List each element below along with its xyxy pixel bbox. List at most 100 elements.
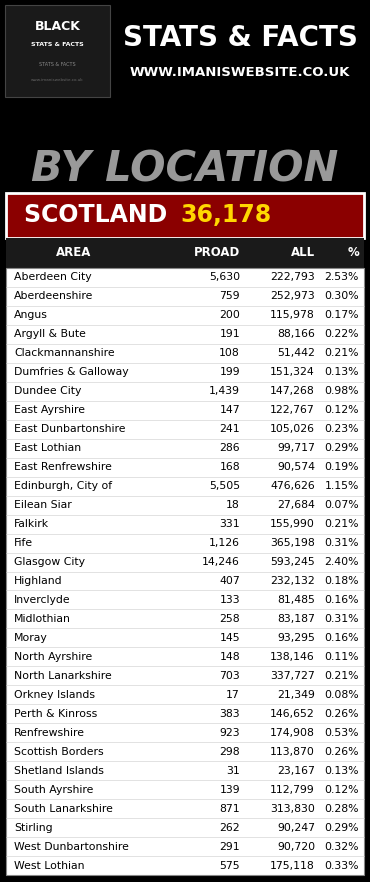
Text: Scottish Borders: Scottish Borders (14, 747, 104, 757)
Text: 90,247: 90,247 (277, 823, 315, 833)
Text: Argyll & Bute: Argyll & Bute (14, 329, 86, 340)
Text: 0.13%: 0.13% (324, 766, 359, 775)
Text: 0.30%: 0.30% (324, 291, 359, 302)
Text: 145: 145 (219, 633, 240, 643)
Text: BLACK: BLACK (34, 20, 80, 34)
Text: 313,830: 313,830 (270, 804, 315, 813)
Text: STATS & FACTS: STATS & FACTS (39, 63, 76, 68)
Text: 0.26%: 0.26% (324, 709, 359, 719)
Text: Stirling: Stirling (14, 823, 53, 833)
Text: PROAD: PROAD (194, 246, 240, 259)
Text: 146,652: 146,652 (270, 709, 315, 719)
Text: AREA: AREA (56, 246, 92, 259)
Text: Angus: Angus (14, 310, 48, 320)
Text: 258: 258 (219, 614, 240, 624)
Text: Clackmannanshire: Clackmannanshire (14, 348, 115, 358)
Text: 191: 191 (219, 329, 240, 340)
Text: 81,485: 81,485 (277, 595, 315, 605)
Text: WWW.IMANISWEBSITE.CO.UK: WWW.IMANISWEBSITE.CO.UK (130, 65, 350, 78)
Text: Renfrewshire: Renfrewshire (14, 728, 85, 737)
Text: South Lanarkshire: South Lanarkshire (14, 804, 113, 813)
Text: 200: 200 (219, 310, 240, 320)
Text: East Lothian: East Lothian (14, 443, 81, 453)
Bar (6, 268, 364, 875)
Text: 175,118: 175,118 (270, 861, 315, 871)
Text: 575: 575 (219, 861, 240, 871)
Text: 1,439: 1,439 (209, 386, 240, 396)
Text: East Ayrshire: East Ayrshire (14, 405, 85, 415)
Text: 0.31%: 0.31% (324, 538, 359, 548)
Text: 703: 703 (219, 671, 240, 681)
Text: 0.18%: 0.18% (324, 576, 359, 586)
Text: 476,626: 476,626 (270, 482, 315, 491)
Text: 0.17%: 0.17% (324, 310, 359, 320)
Text: 262: 262 (219, 823, 240, 833)
Text: 1.15%: 1.15% (324, 482, 359, 491)
Text: 17: 17 (226, 690, 240, 699)
Text: 148: 148 (219, 652, 240, 662)
Text: Orkney Islands: Orkney Islands (14, 690, 95, 699)
Text: 23,167: 23,167 (277, 766, 315, 775)
Text: 0.32%: 0.32% (324, 841, 359, 851)
Text: East Dunbartonshire: East Dunbartonshire (14, 424, 125, 434)
Text: 286: 286 (219, 443, 240, 453)
Bar (6, 193, 364, 238)
Text: 151,324: 151,324 (270, 367, 315, 377)
Text: 90,720: 90,720 (277, 841, 315, 851)
Text: SCOTLAND: SCOTLAND (24, 204, 175, 228)
Text: 593,245: 593,245 (270, 557, 315, 567)
Text: 0.12%: 0.12% (324, 405, 359, 415)
Text: 0.28%: 0.28% (324, 804, 359, 813)
Text: 108: 108 (219, 348, 240, 358)
Text: Highland: Highland (14, 576, 63, 586)
Text: Glasgow City: Glasgow City (14, 557, 85, 567)
Text: Edinburgh, City of: Edinburgh, City of (14, 482, 112, 491)
Text: 337,727: 337,727 (270, 671, 315, 681)
Text: 0.12%: 0.12% (324, 785, 359, 795)
Text: 90,574: 90,574 (277, 462, 315, 472)
Text: Aberdeen City: Aberdeen City (14, 273, 92, 282)
Text: 105,026: 105,026 (270, 424, 315, 434)
Text: 0.23%: 0.23% (324, 424, 359, 434)
Text: 27,684: 27,684 (277, 500, 315, 510)
Text: 871: 871 (219, 804, 240, 813)
Text: Dundee City: Dundee City (14, 386, 81, 396)
Text: 51,442: 51,442 (277, 348, 315, 358)
Text: 222,793: 222,793 (270, 273, 315, 282)
Text: 147,268: 147,268 (270, 386, 315, 396)
Text: 93,295: 93,295 (277, 633, 315, 643)
Text: 155,990: 155,990 (270, 519, 315, 529)
Text: Shetland Islands: Shetland Islands (14, 766, 104, 775)
Text: BY LOCATION: BY LOCATION (31, 148, 339, 190)
Text: 0.29%: 0.29% (324, 443, 359, 453)
Text: 0.08%: 0.08% (324, 690, 359, 699)
Text: 5,505: 5,505 (209, 482, 240, 491)
Text: Eilean Siar: Eilean Siar (14, 500, 72, 510)
Text: 0.31%: 0.31% (324, 614, 359, 624)
Text: 331: 331 (219, 519, 240, 529)
Text: 138,146: 138,146 (270, 652, 315, 662)
Text: Perth & Kinross: Perth & Kinross (14, 709, 97, 719)
Text: Moray: Moray (14, 633, 48, 643)
Text: 0.11%: 0.11% (324, 652, 359, 662)
Text: 0.33%: 0.33% (324, 861, 359, 871)
Text: 0.53%: 0.53% (324, 728, 359, 737)
Text: 31: 31 (226, 766, 240, 775)
Text: 0.19%: 0.19% (324, 462, 359, 472)
Text: 83,187: 83,187 (277, 614, 315, 624)
Text: www.imaniswebsite.co.uk: www.imaniswebsite.co.uk (31, 78, 84, 82)
Text: Falkirk: Falkirk (14, 519, 49, 529)
Text: 0.16%: 0.16% (324, 633, 359, 643)
Bar (5, 5, 110, 97)
Text: 0.07%: 0.07% (324, 500, 359, 510)
Text: STATS & FACTS: STATS & FACTS (31, 42, 84, 48)
Text: 2.40%: 2.40% (324, 557, 359, 567)
Bar (6, 238, 364, 268)
Text: 298: 298 (219, 747, 240, 757)
Text: 759: 759 (219, 291, 240, 302)
Text: 5,630: 5,630 (209, 273, 240, 282)
Text: North Lanarkshire: North Lanarkshire (14, 671, 112, 681)
Text: 0.21%: 0.21% (324, 348, 359, 358)
Text: 18: 18 (226, 500, 240, 510)
Text: South Ayrshire: South Ayrshire (14, 785, 93, 795)
